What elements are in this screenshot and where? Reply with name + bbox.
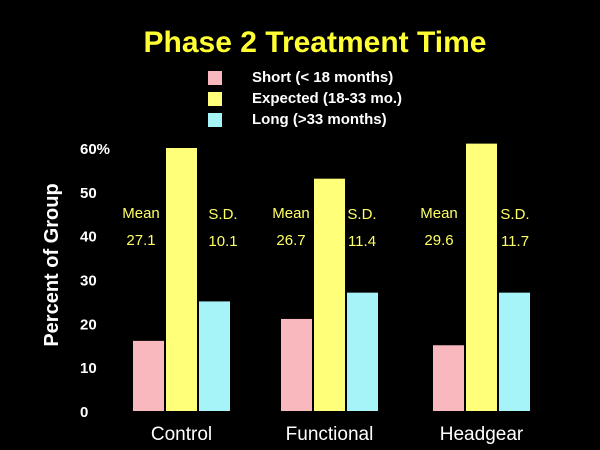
- sd-label: S.D.: [500, 206, 529, 223]
- mean-value: 27.1: [126, 232, 155, 249]
- mean-label: Mean: [272, 205, 310, 222]
- x-axis-ticks: Control Functional Headgear: [151, 424, 524, 445]
- mean-label: Mean: [420, 205, 458, 222]
- y-tick-label: 20: [80, 316, 97, 333]
- legend-swatch: [208, 92, 222, 106]
- bar: [133, 340, 164, 411]
- bars: [133, 143, 530, 411]
- legend-swatch: [208, 113, 222, 127]
- bar: [499, 292, 530, 411]
- mean-value: 29.6: [424, 232, 453, 249]
- x-tick-label: Control: [151, 424, 212, 445]
- legend-swatch: [208, 71, 222, 85]
- legend-label: Expected (18-33 mo.): [252, 90, 402, 107]
- bar: [347, 292, 378, 411]
- sd-value: 10.1: [208, 233, 237, 250]
- y-tick-label: 30: [80, 273, 97, 290]
- y-tick-label: 40: [80, 229, 97, 246]
- y-tick-label: 10: [80, 360, 97, 377]
- mean-label: Mean: [122, 205, 160, 222]
- legend-label: Long (>33 months): [252, 111, 387, 128]
- chart-title: Phase 2 Treatment Time: [144, 26, 487, 59]
- sd-value: 11.4: [348, 233, 376, 250]
- bar: [281, 318, 312, 411]
- sd-label: S.D.: [347, 206, 376, 223]
- y-tick-label: 60%: [80, 141, 110, 158]
- bar: [433, 345, 464, 411]
- bar: [199, 301, 230, 411]
- bar: [314, 178, 345, 411]
- mean-value: 26.7: [276, 232, 305, 249]
- y-axis-label: Percent of Group: [41, 183, 63, 346]
- y-tick-label: 50: [80, 185, 97, 202]
- bar: [166, 148, 197, 411]
- sd-value: 11.7: [501, 233, 529, 250]
- legend-label: Short (< 18 months): [252, 69, 393, 86]
- y-tick-label: 0: [80, 404, 88, 421]
- x-tick-label: Functional: [286, 424, 374, 445]
- stat-annotations: Mean 27.1 S.D. 10.1 Mean 26.7 S.D. 11.4 Mean 29.6…: [122, 205, 529, 250]
- x-tick-label: Headgear: [440, 424, 524, 445]
- sd-label: S.D.: [208, 206, 237, 223]
- legend: Short (< 18 months) Expected (18-33 mo.) L…: [208, 69, 402, 128]
- bar: [466, 143, 497, 411]
- y-axis-ticks: 0 10 20 30 40 50 60%: [80, 141, 110, 421]
